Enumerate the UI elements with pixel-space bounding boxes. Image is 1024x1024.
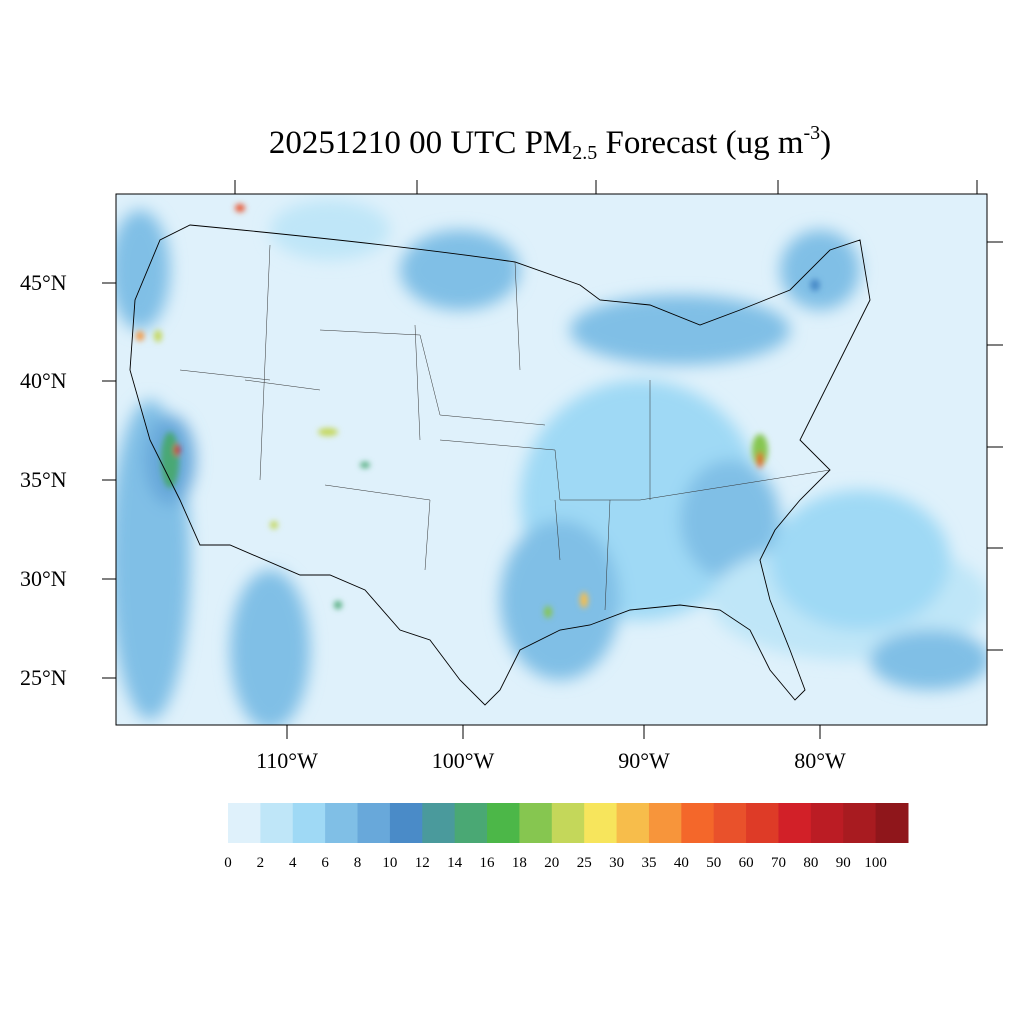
colorbar-swatch xyxy=(746,803,779,843)
title-units: Forecast (ug m xyxy=(597,125,804,161)
colorbar-label: 12 xyxy=(414,855,430,871)
lon-label: 100°W xyxy=(431,748,495,773)
coastline-outline xyxy=(129,224,871,706)
colorbar-label: 10 xyxy=(382,855,398,871)
colorbar-swatch xyxy=(616,803,650,843)
colorbar-label: 25 xyxy=(576,855,592,871)
lon-label: 110°W xyxy=(256,748,318,773)
colorbar xyxy=(228,803,909,843)
colorbar-swatch xyxy=(519,803,553,843)
colorbar-swatch xyxy=(325,803,359,843)
colorbar-label: 30 xyxy=(609,855,625,871)
concentration-field xyxy=(116,194,987,725)
colorbar-label: 80 xyxy=(803,855,819,871)
lat-label: 35°N xyxy=(20,467,67,492)
axis-ticks xyxy=(102,180,1003,739)
colorbar-swatch xyxy=(389,803,423,843)
colorbar-label: 8 xyxy=(353,855,362,871)
colorbar-swatch xyxy=(551,803,585,843)
colorbar-label: 40 xyxy=(673,855,689,871)
colorbar-swatch xyxy=(584,803,618,843)
lon-label: 80°W xyxy=(794,748,846,773)
colorbar-label: 18 xyxy=(511,855,527,871)
title-subscript: 2.5 xyxy=(572,142,598,164)
colorbar-swatch xyxy=(487,803,520,843)
colorbar-swatch xyxy=(454,803,488,843)
colorbar-label: 0 xyxy=(224,855,232,871)
map-frame xyxy=(115,193,988,726)
title-superscript: -3 xyxy=(803,122,821,144)
colorbar-label: 90 xyxy=(835,855,851,871)
colorbar-label: 35 xyxy=(641,855,657,871)
colorbar-label: 14 xyxy=(447,855,463,871)
colorbar-label: 20 xyxy=(544,855,560,871)
colorbar-swatch xyxy=(228,803,261,843)
colorbar-label: 100 xyxy=(864,855,887,871)
colorbar-label: 2 xyxy=(256,855,265,871)
colorbar-swatch xyxy=(778,803,812,843)
colorbar-label: 60 xyxy=(738,855,754,871)
colorbar-swatch xyxy=(843,803,877,843)
colorbar-swatch xyxy=(292,803,326,843)
colorbar-label: 50 xyxy=(706,855,722,871)
colorbar-label: 70 xyxy=(770,855,786,871)
colorbar-label: 16 xyxy=(479,855,495,871)
colorbar-swatch xyxy=(357,803,391,843)
lat-label: 25°N xyxy=(20,665,67,690)
map-title: 20251210 00 UTC PM2.5 Forecast (ug m-3) xyxy=(0,122,1024,165)
state-borders xyxy=(179,244,831,611)
colorbar-swatch xyxy=(422,803,456,843)
colorbar-label: 6 xyxy=(321,855,329,871)
colorbar-swatch xyxy=(681,803,715,843)
title-text: 20251210 00 UTC PM xyxy=(268,125,573,161)
lon-label: 90°W xyxy=(618,748,670,773)
colorbar-label: 4 xyxy=(289,855,297,871)
colorbar-swatch xyxy=(648,803,682,843)
lat-label: 45°N xyxy=(20,270,67,295)
colorbar-swatch xyxy=(713,803,747,843)
lat-label: 40°N xyxy=(20,368,67,393)
title-close: ) xyxy=(820,125,832,161)
colorbar-swatch xyxy=(260,803,294,843)
colorbar-swatch xyxy=(875,803,909,843)
lat-label: 30°N xyxy=(20,566,67,591)
colorbar-swatch xyxy=(810,803,844,843)
